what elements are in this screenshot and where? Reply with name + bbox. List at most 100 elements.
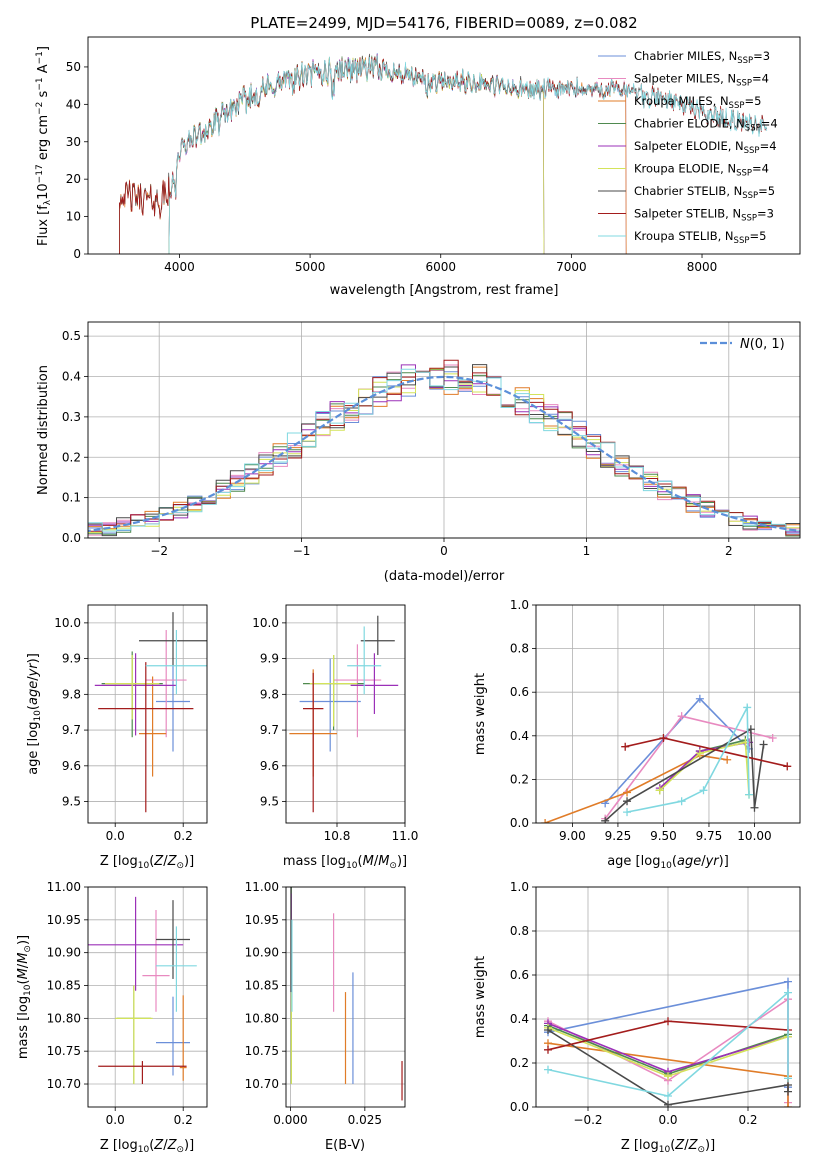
legend-entry: Chabrier MILES, NSSP=3 [634,49,770,66]
y-axis-label: Normed distribution [36,365,51,495]
x-tick-label: 9.25 [605,829,632,843]
y-tick-label: 1.0 [510,880,529,894]
data-point-marker [677,712,686,721]
x-tick-label: 4000 [164,260,195,274]
y-tick-label: 0.2 [62,450,81,464]
y-tick-label: 40 [66,97,81,111]
y-tick-label: 11.00 [47,880,81,894]
y-tick-label: 10.75 [245,1044,279,1058]
axes-frame [87,604,208,824]
y-axis-label: mass weight [473,673,488,755]
y-tick-label: 0.8 [510,642,529,656]
error-bars [88,896,197,1085]
y-tick-label: 10.70 [245,1077,279,1091]
x-tick-label: 9.50 [650,829,677,843]
legend-entry: N(0, 1) [740,337,785,352]
y-tick-label: 10.90 [47,946,81,960]
data-point-marker [784,1074,792,1083]
y-tick-label: 0 [73,247,81,261]
y-tick-label: 10.85 [47,979,81,993]
mass-weight-series [659,741,750,789]
y-tick-label: 9.5 [62,795,81,809]
y-tick-label: 10.80 [47,1011,81,1025]
y-tick-label: 0.0 [510,816,529,830]
data-point-marker [544,1065,552,1074]
x-tick-label: 9.00 [559,829,586,843]
y-axis-label: age [log10(age/yr)] [26,653,43,775]
legend-entry: Salpeter ELODIE, NSSP=4 [634,139,777,156]
data-point-marker [664,1100,672,1107]
y-tick-label: 10.80 [245,1011,279,1025]
axes-frame [87,886,208,1108]
y-tick-label: 0.0 [510,1100,529,1114]
y-tick-label: 0.0 [62,531,81,545]
x-tick-label: −0.2 [573,1113,602,1127]
y-axis-label: mass weight [473,956,488,1038]
mass-weight-lines [541,694,792,823]
residuals-panel: −2 −1 0 1 2 0.0 0.1 0.2 0.3 0.4 0.5 (data-model)/er… [36,321,801,584]
spectrum-lines [119,52,768,254]
y-tick-label: 0.3 [62,410,81,424]
x-tick-label: 10.00 [737,829,771,843]
histogram-series [88,368,800,537]
data-point-marker [544,1045,552,1054]
x-axis-label: E(B-V) [325,1138,365,1153]
y-tick-label: 0.2 [510,1056,529,1070]
x-tick-label: 0.000 [273,1113,307,1127]
data-point-marker [623,808,632,817]
mass-weight-lines [544,977,792,1107]
data-point-marker [655,786,664,795]
y-tick-label: 9.7 [62,723,81,737]
y-tick-label: 0.5 [62,329,81,343]
data-point-marker [623,797,632,806]
data-point-marker [743,703,752,712]
x-tick-label: 5000 [295,260,326,274]
data-point-marker [544,1026,552,1034]
x-tick-label: 0 [440,544,448,558]
axes-frame [87,321,801,539]
legend-entry: Kroupa ELODIE, NSSP=4 [634,162,769,179]
data-point-marker [664,1017,672,1026]
data-point-marker [664,1072,672,1081]
x-tick-label: 0.0 [106,1113,125,1127]
data-point-marker [783,762,792,771]
y-tick-label: 9.8 [260,687,279,701]
y-tick-label: 0.6 [510,968,529,982]
mass-vs-ebv-panel: 0.000 0.025 10.70 10.75 10.80 10.85 10.90 10.95… [245,880,406,1153]
y-tick-label: 0.6 [510,685,529,699]
legend-entry: Salpeter MILES, NSSP=4 [634,72,769,89]
y-tick-label: 10.70 [47,1077,81,1091]
axes-frame [285,886,406,1108]
y-tick-label: 0.2 [510,772,529,786]
error-bars [94,612,207,813]
x-axis-label: Z [log10(Z/Z⊙)] [100,854,194,871]
y-tick-label: 10.0 [54,616,81,630]
x-tick-label: 8000 [687,260,718,274]
x-tick-label: 0.0 [106,829,125,843]
x-axis-label: Z [log10(Z/Z⊙)] [100,1138,194,1155]
data-point-marker [750,803,759,812]
y-tick-label: 10.75 [47,1044,81,1058]
massweight-vs-age-panel: 9.00 9.25 9.50 9.75 10.00 0.0 0.2 0.4 0.6 0.8 1.0 m… [473,598,801,871]
x-axis-label: wavelength [Angstrom, rest frame] [330,283,559,298]
data-point-marker [664,1092,672,1100]
y-tick-label: 1.0 [510,598,529,612]
error-bars [290,887,403,1101]
data-point-marker [784,988,792,997]
mass-weight-series [659,741,750,795]
mass-weight-series [604,697,750,804]
data-point-marker [784,1087,792,1096]
mass-weight-series [547,990,789,1097]
y-tick-label: 9.9 [260,652,279,666]
y-tick-label: 10 [66,210,81,224]
y-tick-label: 10.90 [245,946,279,960]
axes-frame [535,604,801,824]
y-tick-label: 20 [66,172,81,186]
data-point-marker [745,790,754,799]
y-tick-label: 0.4 [510,729,529,743]
y-tick-label: 0.4 [510,1012,529,1026]
chart-title: PLATE=2499, MJD=54176, FIBERID=0089, z=0… [250,14,637,32]
x-tick-label: −2 [150,544,168,558]
data-point-marker [784,1103,792,1107]
axes-frame [87,36,801,255]
